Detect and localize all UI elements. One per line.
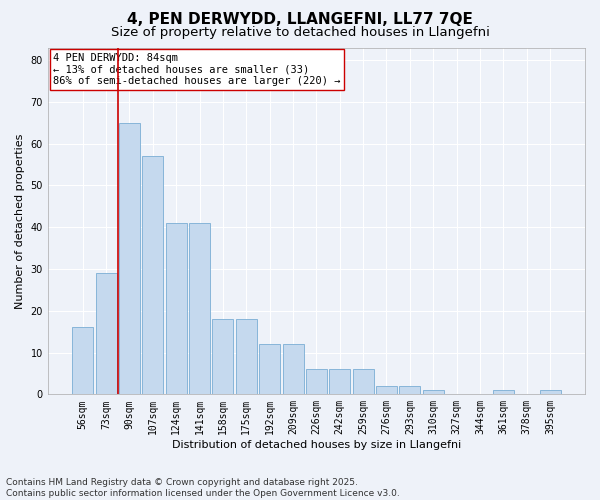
Bar xyxy=(539,390,560,394)
Bar xyxy=(493,390,514,394)
Bar xyxy=(306,370,327,394)
Bar xyxy=(259,344,280,395)
Bar xyxy=(119,122,140,394)
Text: Size of property relative to detached houses in Llangefni: Size of property relative to detached ho… xyxy=(110,26,490,39)
Bar xyxy=(376,386,397,394)
Bar xyxy=(353,370,374,394)
Bar xyxy=(142,156,163,394)
Bar xyxy=(95,273,116,394)
Bar xyxy=(212,319,233,394)
Bar xyxy=(166,223,187,394)
Bar xyxy=(400,386,421,394)
Bar xyxy=(423,390,444,394)
Bar xyxy=(329,370,350,394)
Bar xyxy=(189,223,210,394)
Bar xyxy=(236,319,257,394)
Bar xyxy=(72,328,93,394)
Text: Contains HM Land Registry data © Crown copyright and database right 2025.
Contai: Contains HM Land Registry data © Crown c… xyxy=(6,478,400,498)
Y-axis label: Number of detached properties: Number of detached properties xyxy=(15,133,25,308)
Bar xyxy=(283,344,304,395)
X-axis label: Distribution of detached houses by size in Llangefni: Distribution of detached houses by size … xyxy=(172,440,461,450)
Text: 4, PEN DERWYDD, LLANGEFNI, LL77 7QE: 4, PEN DERWYDD, LLANGEFNI, LL77 7QE xyxy=(127,12,473,28)
Text: 4 PEN DERWYDD: 84sqm
← 13% of detached houses are smaller (33)
86% of semi-detac: 4 PEN DERWYDD: 84sqm ← 13% of detached h… xyxy=(53,52,341,86)
